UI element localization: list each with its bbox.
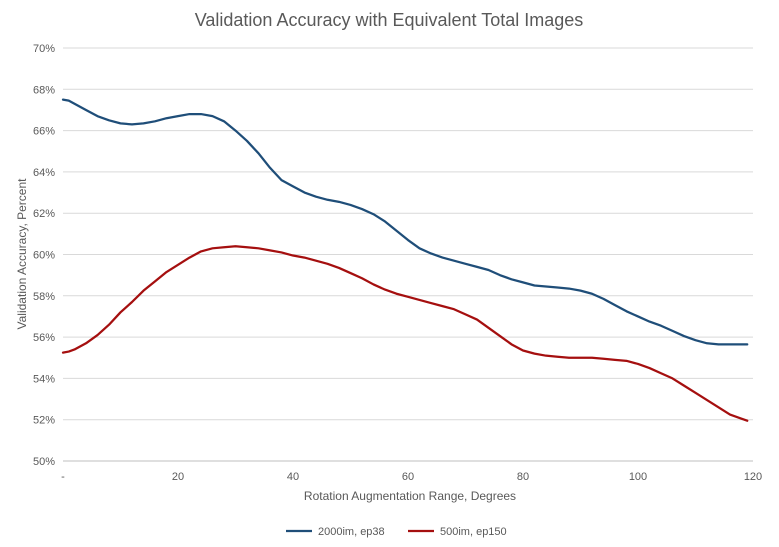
x-tick-label: 120 [744,471,762,483]
y-tick-label: 50% [33,456,55,468]
y-tick-label: 68% [33,84,55,96]
x-tick-label: - [61,471,65,483]
y-tick-label: 60% [33,250,55,262]
series-lines [61,98,749,422]
y-tick-label: 62% [33,208,55,220]
x-tick-label: 20 [172,471,184,483]
x-tick-label: 80 [517,471,529,483]
y-axis-ticks: 50% 52% 54% 56% 58% 60% 62% 64% 66% 68% 70% [33,43,55,468]
legend-label-2: 500im, ep150 [440,526,507,538]
series-line-1 [61,98,749,346]
y-tick-label: 66% [33,126,55,138]
x-tick-label: 60 [402,471,414,483]
y-tick-label: 70% [33,43,55,55]
y-tick-label: 54% [33,373,55,385]
y-tick-label: 56% [33,332,55,344]
series-line-2 [61,245,749,422]
x-axis-ticks: - 20 40 60 80 100 120 [61,471,762,483]
legend: 2000im, ep38 500im, ep150 [286,526,507,538]
y-tick-label: 58% [33,291,55,303]
x-axis-label: Rotation Augmentation Range, Degrees [304,489,516,503]
legend-label-1: 2000im, ep38 [318,526,385,538]
chart-title: Validation Accuracy with Equivalent Tota… [195,10,584,30]
x-tick-label: 100 [629,471,647,483]
y-tick-label: 64% [33,167,55,179]
y-axis-label: Validation Accuracy, Percent [15,178,29,330]
gridlines [63,47,753,462]
x-tick-label: 40 [287,471,299,483]
y-tick-label: 52% [33,415,55,427]
